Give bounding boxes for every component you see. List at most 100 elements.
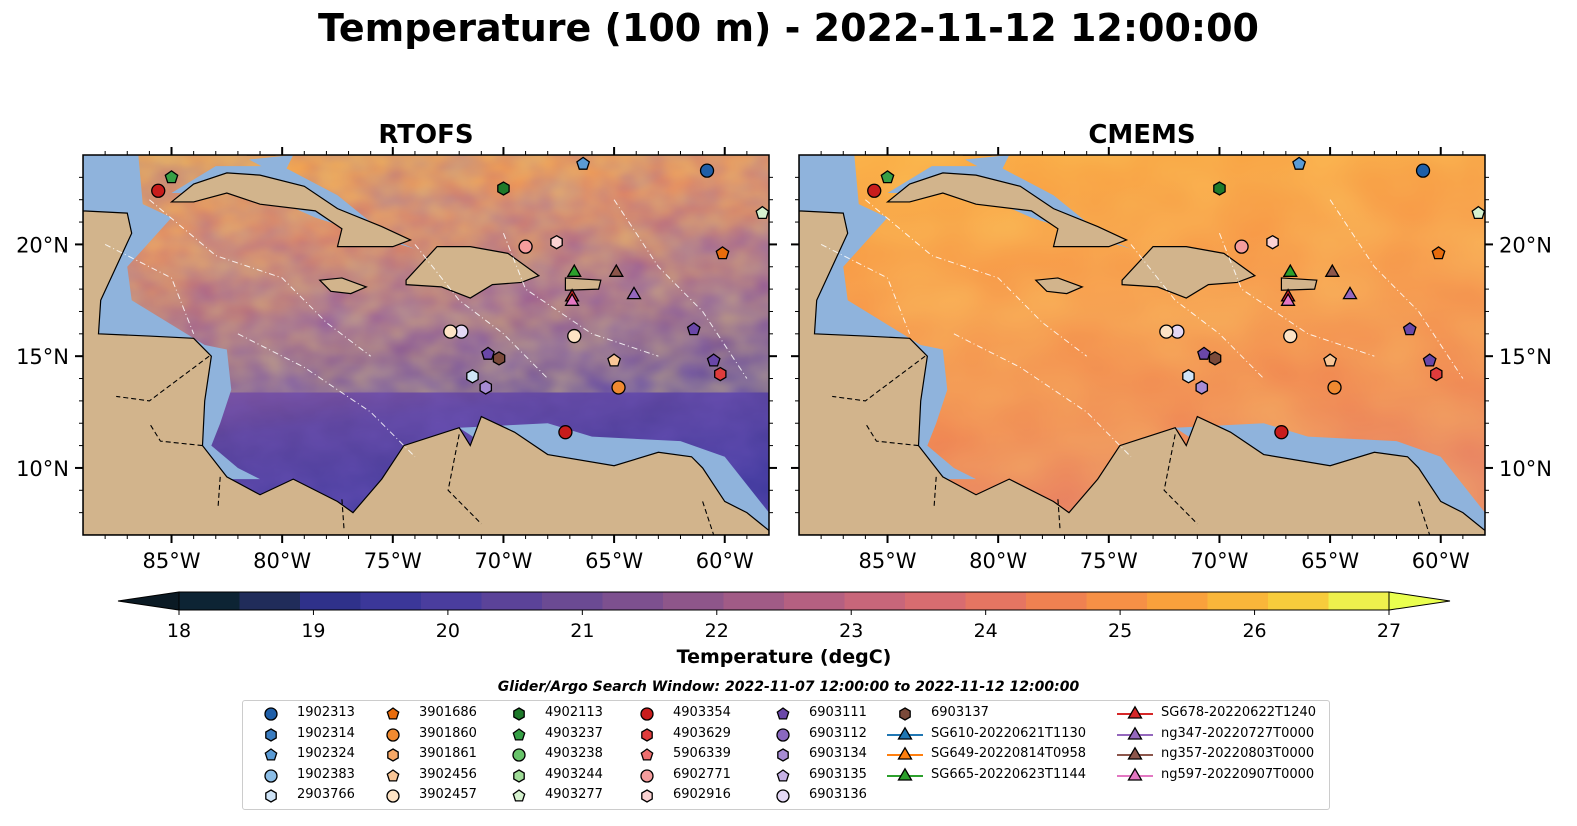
- legend-label: 6903111: [809, 705, 867, 720]
- country-border: [116, 355, 210, 402]
- colorbar-segment: [602, 592, 664, 610]
- legend-label: 1902313: [297, 705, 355, 720]
- station-marker-4903629: [714, 366, 727, 382]
- legend-circle-icon: [640, 768, 654, 783]
- legend-circle-icon: [386, 727, 400, 742]
- station-marker-6902916: [1266, 234, 1279, 250]
- colorbar-segment: [179, 592, 240, 610]
- station-marker-4902113: [1213, 181, 1226, 196]
- country-border: [1057, 499, 1061, 531]
- legend-label: 5906339: [673, 746, 731, 761]
- country-border: [217, 476, 221, 509]
- station-marker-3902457: [1159, 324, 1174, 339]
- lon-tick-label: 80°W: [253, 549, 311, 573]
- eez-boundary: [953, 333, 1132, 458]
- colorbar-tick-label: 23: [839, 620, 863, 642]
- land-mass: [564, 277, 602, 291]
- legend-label: SG649-20220814T0958: [931, 746, 1087, 761]
- legend-label: 6903112: [809, 725, 867, 741]
- station-marker-6902916: [550, 234, 563, 250]
- colorbar-tick-label: 19: [301, 620, 325, 642]
- station-marker-SG665-20220623T1144: [566, 263, 582, 277]
- legend-marker-icon: [776, 789, 790, 803]
- legend-label: 3901861: [419, 746, 477, 761]
- legend-marker-icon: [1117, 705, 1153, 719]
- legend: 1902313 1902314 1902324 1902383 2903766 39016…: [242, 700, 1330, 810]
- colorbar-under: [117, 591, 180, 611]
- country-border: [832, 355, 926, 402]
- station-marker-2903766: [466, 369, 479, 384]
- colorbar-segment: [1268, 592, 1329, 610]
- legend-label: 3901860: [419, 725, 477, 741]
- legend-marker-icon: [776, 727, 790, 742]
- station-marker-1902324: [1292, 156, 1307, 170]
- legend-marker-icon: [386, 789, 400, 803]
- legend-hexagon-icon: [265, 727, 277, 742]
- station-marker-6903111: [706, 353, 721, 367]
- land-mass: [799, 155, 1485, 535]
- legend-pentagon-icon: [776, 707, 790, 720]
- legend-hexagon-icon: [641, 789, 653, 803]
- legend-marker-icon: [776, 707, 790, 720]
- lon-tick-label: 70°W: [1190, 549, 1248, 573]
- legend-marker-icon: [640, 748, 654, 761]
- legend-circle-icon: [512, 748, 526, 762]
- legend-label: 4903629: [673, 725, 731, 741]
- legend-label: SG678-20220622T1240: [1161, 705, 1317, 720]
- legend-label: SG665-20220623T1144: [931, 766, 1087, 782]
- map-frame: [82, 154, 770, 536]
- legend-label: SG610-20220621T1130: [931, 725, 1087, 741]
- legend-marker-icon: [641, 727, 653, 742]
- country-border: [1163, 434, 1198, 525]
- eez-boundary: [1329, 199, 1464, 379]
- legend-pentagon-icon: [512, 789, 526, 802]
- eez-boundary: [1218, 233, 1375, 357]
- legend-label: 4903237: [545, 725, 603, 741]
- station-marker-6903137: [492, 351, 506, 366]
- colorbar-segment: [360, 592, 422, 610]
- station-marker-ng357-20220803T0000: [1324, 263, 1340, 277]
- colorbar-segment: [723, 592, 785, 610]
- lat-tick-label: 15°N: [1499, 345, 1552, 369]
- colorbar-segment: [1026, 592, 1087, 610]
- station-marker-ng347-20220727T0000: [626, 286, 642, 300]
- eez-boundary: [149, 199, 371, 357]
- eez-boundary: [237, 333, 416, 458]
- station-marker-3902457: [567, 328, 582, 344]
- station-marker-6903137: [1208, 351, 1222, 366]
- legend-label: 6902916: [673, 787, 731, 802]
- legend-label: ng597-20220907T0000: [1161, 766, 1315, 782]
- colorbar-segment: [1147, 592, 1208, 610]
- station-marker-4902113: [497, 181, 510, 196]
- lon-tick-label: 85°W: [143, 549, 201, 573]
- colorbar-tick-label: 27: [1377, 620, 1401, 642]
- legend-label: 3902456: [419, 766, 477, 782]
- legend-label: 6903136: [809, 787, 867, 802]
- legend-triangle-icon: [1127, 746, 1143, 760]
- station-marker-ng597-20220907T0000: [564, 292, 580, 306]
- legend-circle-icon: [386, 789, 400, 803]
- legend-marker-icon: [513, 707, 525, 721]
- colorbar-segment: [965, 592, 1027, 610]
- legend-marker-icon: [887, 726, 923, 740]
- colorbar-tick-label: 25: [1108, 620, 1132, 642]
- legend-pentagon-icon: [776, 768, 790, 782]
- legend-label: ng357-20220803T0000: [1161, 746, 1315, 761]
- station-marker-ng597-20220907T0000: [1280, 292, 1296, 306]
- lon-tick-label: 60°W: [1412, 549, 1470, 573]
- legend-marker-icon: [386, 707, 400, 720]
- legend-triangle-icon: [897, 746, 913, 760]
- lon-tick-label: 80°W: [969, 549, 1027, 573]
- eez-boundary: [502, 233, 659, 357]
- colorbar-tick-label: 24: [974, 620, 998, 642]
- station-marker-1902313: [1415, 163, 1431, 178]
- legend-marker-icon: [512, 727, 526, 741]
- legend-circle-icon: [776, 789, 790, 803]
- colorbar-segment: [844, 592, 906, 610]
- legend-marker-icon: [641, 789, 653, 803]
- colorbar-segment: [481, 592, 543, 610]
- land-mass: [1121, 246, 1257, 299]
- legend-label: 6902771: [673, 766, 731, 782]
- land-mass: [885, 172, 1129, 248]
- station-marker-4903354: [151, 183, 166, 198]
